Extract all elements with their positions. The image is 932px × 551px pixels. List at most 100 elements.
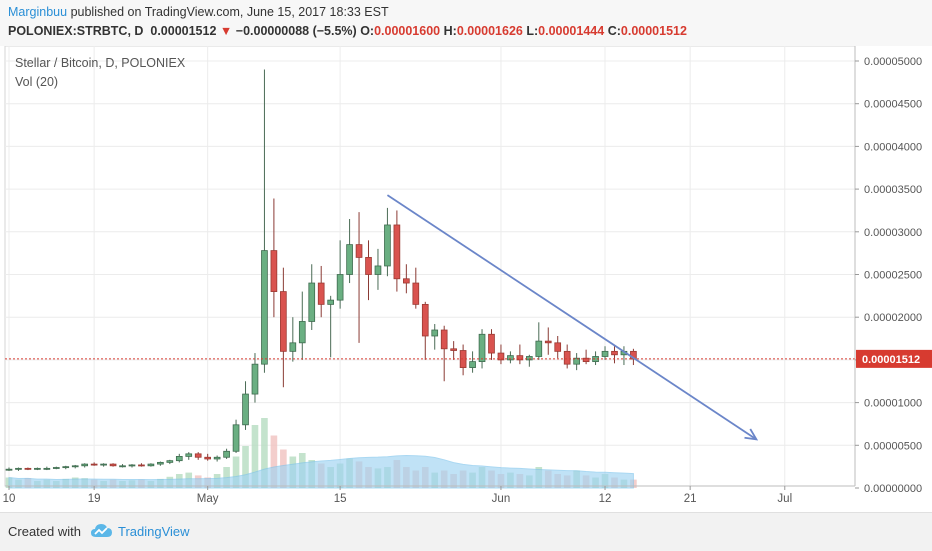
price-chart[interactable]: 0.00005000 0.00004500 0.00004000 0.00003500…	[0, 46, 932, 512]
candle-body	[488, 333, 495, 354]
candle-series	[5, 69, 637, 471]
candle-body	[440, 329, 448, 350]
volume-bar	[232, 456, 240, 488]
candle-body	[469, 361, 476, 368]
candle-body	[516, 355, 524, 361]
time-tick-label: Jun	[492, 493, 511, 505]
price-axis[interactable]: 0.00005000 0.00004500 0.00004000 0.00003500…	[854, 46, 932, 512]
price-change: −0.00000088 (−5.5%)	[235, 24, 357, 38]
symbol-info: POLONIEX:STRBTC, D 0.00001512 ▼ −0.00000…	[8, 24, 687, 38]
candle-body	[421, 303, 429, 337]
candle-body	[336, 274, 344, 301]
chart-legend-title: Stellar / Bitcoin, D, POLONIEX	[15, 56, 186, 70]
time-tick-label: 12	[599, 493, 612, 505]
volume-pane	[5, 418, 637, 489]
volume-indicator-label: Vol (20)	[15, 75, 58, 89]
candle-body	[15, 467, 22, 470]
current-price-badge	[856, 349, 932, 368]
current-price-label: 0.00001512	[862, 354, 920, 366]
chart-header: Marginbuu published on TradingView.com, …	[0, 0, 932, 46]
candle-body	[393, 224, 401, 280]
candle-body	[601, 350, 609, 357]
publish-info: Marginbuu published on TradingView.com, …	[8, 5, 389, 19]
price-tick-label: 0.00004000	[864, 141, 922, 153]
tradingview-brand-link[interactable]: TradingView	[118, 524, 190, 539]
author-link[interactable]: Marginbuu	[8, 5, 68, 19]
price-tick-label: 0.00000500	[864, 440, 922, 452]
candle-body	[327, 299, 334, 305]
candle-body	[403, 278, 410, 284]
candle-body	[384, 224, 391, 267]
trendline-arrowhead	[744, 428, 759, 441]
candle-body	[365, 257, 372, 275]
candle-body	[24, 467, 32, 470]
candle-body	[573, 357, 580, 365]
last-price: 0.00001512	[150, 24, 217, 38]
published-text: published on TradingView.com, June 15, 2…	[70, 5, 389, 19]
candle-body	[242, 393, 249, 426]
candle-body	[497, 352, 505, 361]
price-tick-label: 0.00005000	[864, 56, 922, 68]
price-tick-label: 0.00002500	[864, 270, 922, 282]
candle-body	[544, 340, 552, 344]
time-tick-label: 19	[88, 493, 101, 505]
time-axis[interactable]: 10 19 May 15 Jun 12 21 Jul	[3, 485, 855, 505]
close-value: 0.00001512	[620, 24, 687, 38]
down-arrow-icon: ▼	[219, 24, 233, 38]
candle-body	[81, 463, 89, 467]
trendline	[386, 194, 757, 441]
candle-body	[100, 463, 107, 466]
candle-body	[251, 363, 259, 395]
candle-body	[507, 355, 514, 361]
candle-body	[147, 463, 155, 467]
chart-background	[0, 46, 932, 512]
volume-bar	[242, 446, 249, 488]
candle-body	[62, 466, 70, 469]
candle-body	[52, 467, 60, 469]
candle-body	[157, 461, 164, 465]
candle-body	[138, 464, 145, 467]
price-tick-label: 0.00000000	[864, 483, 922, 495]
time-tick-label: May	[197, 493, 219, 505]
price-tick-label: 0.00001000	[864, 398, 922, 410]
open-value: 0.00001600	[374, 24, 441, 38]
high-value: 0.00001626	[456, 24, 523, 38]
candle-body	[478, 333, 486, 363]
candle-body	[185, 453, 193, 457]
candle-body	[355, 244, 363, 258]
created-with-text: Created with	[8, 524, 81, 539]
candle-body	[554, 342, 562, 352]
candle-body	[298, 321, 306, 344]
candle-body	[346, 244, 353, 275]
candle-body	[232, 424, 240, 452]
candle-body	[43, 467, 51, 470]
candle-body	[128, 464, 136, 467]
time-tick-label: 21	[684, 493, 697, 505]
candle-body	[289, 342, 297, 352]
candle-body	[109, 463, 117, 467]
candle-body	[611, 350, 618, 356]
candle-body	[194, 453, 202, 458]
price-tick-label: 0.00002000	[864, 312, 922, 324]
candle-body	[431, 329, 439, 337]
candle-body	[261, 250, 268, 365]
time-tick-label: 15	[334, 493, 347, 505]
candle-body	[317, 282, 325, 305]
candle-body	[166, 460, 174, 463]
volume-bar	[261, 418, 268, 488]
time-tick-label: Jul	[777, 493, 792, 505]
open-label: O:	[360, 24, 375, 38]
candle-body	[563, 350, 571, 365]
candle-body	[308, 282, 316, 322]
price-tick-label: 0.00003500	[864, 184, 922, 196]
candle-body	[213, 456, 221, 460]
candle-body	[34, 467, 41, 470]
volume-ma-area	[8, 455, 634, 489]
volume-bar	[251, 425, 259, 488]
low-label: L:	[526, 24, 539, 38]
candle-body	[5, 468, 13, 471]
candle-body	[270, 250, 278, 292]
candle-body	[374, 265, 382, 275]
volume-bar	[270, 435, 278, 488]
candle-body	[526, 356, 533, 361]
